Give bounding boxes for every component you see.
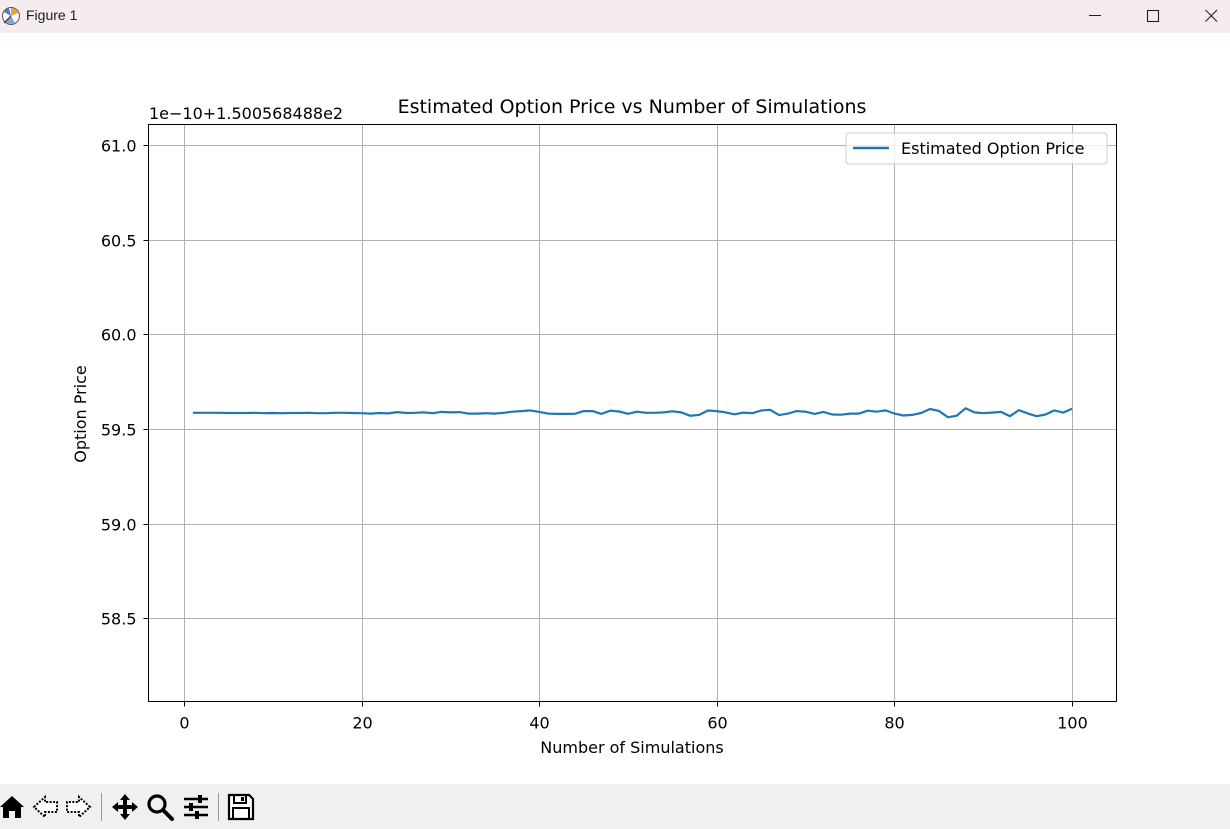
offset-text: 1e−10+1.500568488e2 — [149, 104, 343, 123]
legend-box — [845, 132, 1108, 165]
y-tick-label: 59.0 — [101, 516, 137, 535]
y-tick-label: 59.5 — [101, 421, 137, 440]
plot-frame — [148, 124, 1117, 702]
legend-label: Estimated Option Price — [901, 139, 1084, 158]
grid — [148, 124, 1117, 702]
series-layer — [192, 407, 1073, 419]
y-tick-label: 60.5 — [101, 232, 137, 251]
window-title: Figure 1 — [26, 7, 78, 23]
y-tick-label: 58.5 — [101, 610, 137, 629]
close-icon[interactable] — [1188, 0, 1230, 33]
forward-icon[interactable] — [63, 792, 93, 822]
chart-title: Estimated Option Price vs Number of Simu… — [398, 96, 867, 118]
y-tick-label: 60.0 — [101, 326, 137, 345]
x-axis-label: Number of Simulations — [540, 738, 723, 757]
x-tick-label: 0 — [179, 714, 189, 733]
app-icon — [2, 7, 20, 25]
legend: Estimated Option Price — [845, 132, 1108, 165]
line-chart: 0 20 40 60 80 100 58.5 59.0 59.5 60.0 60.5 61.0 Est… — [71, 96, 1117, 757]
y-axis-label: Option Price — [71, 365, 90, 463]
toolbar-separator — [101, 793, 102, 821]
home-icon[interactable] — [0, 792, 27, 822]
x-tick-label: 80 — [884, 714, 904, 733]
series-line — [192, 407, 1073, 419]
back-icon[interactable] — [31, 792, 61, 822]
x-tick-label: 60 — [707, 714, 727, 733]
save-icon[interactable] — [226, 792, 256, 822]
y-tick-label: 61.0 — [101, 137, 137, 156]
x-tick-label: 40 — [529, 714, 549, 733]
toolbar-separator — [218, 793, 219, 821]
x-tick-label: 20 — [352, 714, 372, 733]
navigation-toolbar — [0, 784, 1230, 829]
pan-icon[interactable] — [110, 792, 140, 822]
figure-canvas: 0 20 40 60 80 100 58.5 59.0 59.5 60.0 60.5 61.0 Est… — [0, 33, 1230, 784]
x-tick-label: 100 — [1057, 714, 1088, 733]
ticks: 0 20 40 60 80 100 58.5 59.0 59.5 60.0 60.5 61.0 — [101, 137, 1088, 733]
zoom-icon[interactable] — [145, 792, 175, 822]
maximize-icon[interactable] — [1130, 0, 1176, 33]
title-bar: Figure 1 — [0, 0, 1230, 33]
minimize-icon[interactable] — [1072, 0, 1118, 33]
configure-subplots-icon[interactable] — [181, 792, 211, 822]
